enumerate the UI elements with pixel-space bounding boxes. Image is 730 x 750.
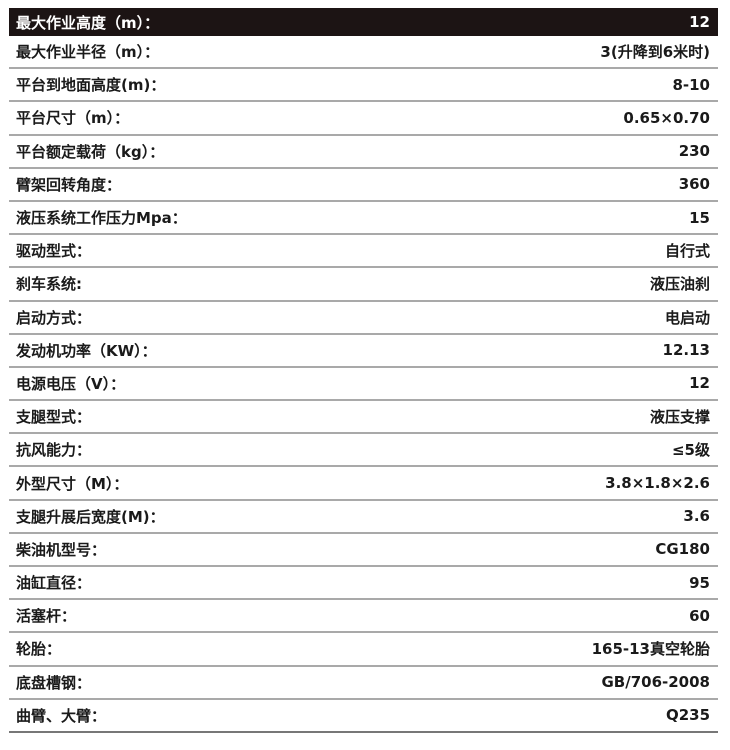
spec-row: 电源电压（V）： 12 — [9, 368, 718, 402]
spec-row: 轮胎： 165-13真空轮胎 — [9, 633, 718, 667]
spec-row: 外型尺寸（M）： 3.8×1.8×2.6 — [9, 467, 718, 501]
spec-row: 最大作业半径（m）： 3(升降到6米时) — [9, 36, 718, 70]
spec-label: 活塞杆： — [16, 607, 77, 626]
spec-row: 液压系统工作压力Mpa： 15 — [9, 202, 718, 236]
spec-row: 平台到地面高度(m)： 8-10 — [9, 69, 718, 103]
spec-row: 平台尺寸（m）： 0.65×0.70 — [9, 102, 718, 136]
spec-row: 油缸直径： 95 — [9, 567, 718, 601]
spec-row: 曲臂、大臂： Q235 — [9, 700, 718, 733]
spec-value: 60 — [689, 606, 710, 625]
spec-value: ≤5级 — [671, 441, 710, 460]
spec-label: 支腿型式： — [16, 408, 92, 427]
spec-label: 平台尺寸（m）： — [16, 109, 130, 128]
spec-value: 12.13 — [662, 341, 710, 360]
spec-label: 油缸直径： — [16, 574, 92, 593]
spec-value: 95 — [689, 573, 710, 592]
spec-label: 外型尺寸（M）： — [16, 474, 129, 493]
spec-value: 3.8×1.8×2.6 — [605, 474, 710, 493]
spec-label: 平台到地面高度(m)： — [16, 76, 166, 95]
spec-row: 底盘槽钢： GB/706-2008 — [9, 667, 718, 700]
spec-value: 165-13真空轮胎 — [591, 640, 710, 659]
spec-value: 8-10 — [672, 75, 710, 94]
spec-value: 230 — [678, 142, 710, 161]
spec-value: 15 — [689, 208, 710, 227]
spec-value: 360 — [678, 175, 710, 194]
spec-value: 12 — [689, 13, 710, 31]
spec-table: 最大作业高度（m）： 12 最大作业半径（m）： 3(升降到6米时) 平台到地面高度(m… — [9, 8, 718, 733]
spec-value: 3.6 — [683, 507, 710, 526]
spec-label: 抗风能力： — [16, 441, 92, 460]
spec-value: GB/706-2008 — [601, 673, 710, 692]
spec-label: 底盘槽钢： — [16, 673, 92, 692]
spec-row: 刹车系统: 液压油刹 — [9, 268, 718, 302]
spec-label: 电源电压（V）： — [16, 374, 126, 393]
spec-row: 支腿升展后宽度(M)： 3.6 — [9, 501, 718, 534]
spec-label: 支腿升展后宽度(M)： — [16, 507, 165, 526]
spec-label: 柴油机型号： — [16, 540, 107, 559]
spec-label: 启动方式： — [16, 308, 92, 327]
spec-label: 轮胎： — [16, 640, 62, 659]
spec-row: 抗风能力： ≤5级 — [9, 434, 718, 468]
spec-value: 电启动 — [664, 308, 710, 327]
spec-row: 臂架回转角度： 360 — [9, 169, 718, 202]
spec-label: 刹车系统: — [16, 275, 82, 294]
spec-value: 液压支撑 — [649, 408, 710, 427]
spec-row: 柴油机型号： CG180 — [9, 534, 718, 567]
spec-label: 最大作业高度（m）： — [16, 13, 160, 32]
spec-value: 0.65×0.70 — [623, 108, 710, 127]
spec-row: 平台额定载荷（kg）： 230 — [9, 136, 718, 169]
spec-label: 驱动型式： — [16, 242, 92, 261]
spec-value: CG180 — [655, 540, 710, 559]
spec-value: 自行式 — [664, 242, 710, 261]
spec-label: 最大作业半径（m）： — [16, 43, 160, 62]
spec-row: 驱动型式： 自行式 — [9, 235, 718, 269]
spec-label: 曲臂、大臂： — [16, 706, 107, 725]
spec-value: 3(升降到6米时) — [600, 43, 710, 62]
spec-value: 12 — [689, 374, 710, 393]
spec-label: 平台额定载荷（kg）： — [16, 142, 165, 161]
spec-label: 臂架回转角度： — [16, 175, 122, 194]
spec-value: Q235 — [665, 706, 710, 725]
spec-row: 发动机功率（KW）： 12.13 — [9, 335, 718, 368]
spec-value: 液压油刹 — [649, 275, 710, 294]
spec-row: 启动方式： 电启动 — [9, 302, 718, 335]
spec-row: 支腿型式： 液压支撑 — [9, 401, 718, 435]
spec-row: 最大作业高度（m）： 12 — [9, 8, 718, 36]
spec-label: 液压系统工作压力Mpa： — [16, 209, 187, 228]
spec-row: 活塞杆： 60 — [9, 600, 718, 634]
spec-label: 发动机功率（KW）： — [16, 341, 157, 360]
